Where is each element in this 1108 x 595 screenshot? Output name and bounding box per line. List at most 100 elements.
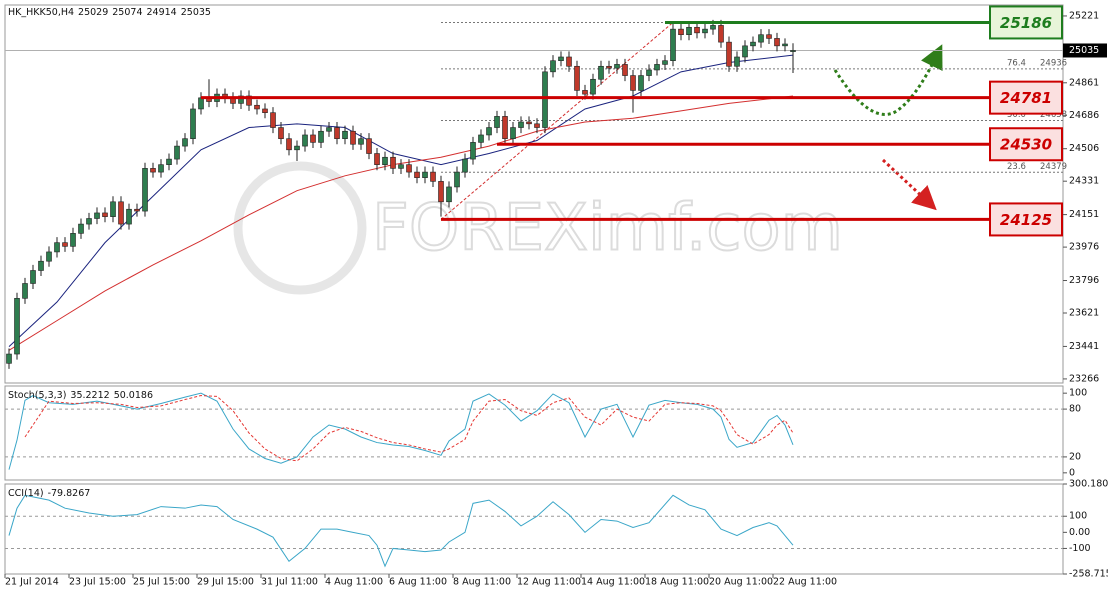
candle-body: [246, 95, 252, 106]
header-value: 25035: [181, 7, 211, 18]
candle-body: [782, 43, 788, 47]
candle-body: [638, 75, 644, 91]
candle-body: [262, 108, 268, 113]
x-tick-label: 14 Aug 11:00: [581, 577, 645, 588]
header-value: 25029: [78, 7, 108, 18]
candle-body: [198, 97, 204, 110]
candle-body: [254, 104, 260, 110]
candle-body: [646, 69, 652, 76]
cci-panel: [4, 483, 1064, 575]
candle-body: [702, 28, 708, 34]
candle-body: [366, 138, 372, 154]
x-tick-label: 18 Aug 11:00: [645, 577, 709, 588]
y-tick-label: 24331: [1069, 176, 1099, 187]
fib-ratio: 50.0: [1007, 110, 1026, 120]
candle-body: [286, 138, 292, 151]
y-tick-label: -258.715: [1069, 569, 1108, 580]
y-tick-label: -100: [1069, 543, 1091, 554]
bullish-arrow: [833, 44, 943, 116]
candle-body: [174, 145, 180, 160]
fib-price: 24936: [1040, 58, 1067, 68]
fib-ratio: 23.6: [1007, 162, 1026, 172]
y-tick-label: 20: [1069, 451, 1081, 462]
candle-body: [406, 164, 412, 173]
candle-body: [6, 353, 12, 364]
y-tick-label: 80: [1069, 404, 1081, 415]
candle-body: [326, 127, 332, 132]
candle-body: [710, 25, 716, 30]
candle-body: [550, 60, 556, 73]
header-value: 50.0186: [114, 390, 153, 401]
candle-body: [750, 41, 756, 47]
candle-body: [462, 158, 468, 173]
y-tick-label: 23621: [1069, 308, 1099, 319]
fib-ratio: 76.4: [1007, 58, 1026, 68]
header-value: HK_HKK50,H4: [8, 7, 74, 18]
candle-body: [526, 121, 532, 125]
x-tick-label: 25 Jul 15:00: [133, 577, 190, 588]
candle-body: [102, 212, 108, 217]
candle-body: [54, 242, 60, 253]
fib-trend: [440, 22, 674, 220]
candle-body: [542, 71, 548, 128]
fib-price: 24379: [1040, 162, 1067, 172]
y-tick-label: 23441: [1069, 341, 1099, 352]
price-tag: [1063, 43, 1107, 58]
candle-body: [614, 64, 620, 69]
y-tick-label: 23796: [1069, 275, 1099, 286]
candle-body: [110, 201, 116, 217]
candle-body: [422, 171, 428, 178]
candle-body: [62, 242, 68, 247]
level-box: [989, 80, 1063, 115]
y-tick-label: 300.1803: [1069, 479, 1108, 490]
candle-body: [686, 26, 692, 36]
candle-body: [182, 138, 188, 147]
y-tick-label: 0.00: [1069, 527, 1090, 538]
x-tick-label: 6 Aug 11:00: [389, 577, 447, 588]
candle-body: [342, 130, 348, 139]
candle-body: [454, 171, 460, 188]
panel-header: CCI(14) -79.8267: [8, 488, 90, 499]
candle-body: [734, 56, 740, 67]
y-tick-label: 100: [1069, 511, 1087, 522]
y-tick-label: 23976: [1069, 242, 1099, 253]
candle-body: [166, 158, 172, 165]
candle-body: [694, 26, 700, 34]
y-tick-label: 24861: [1069, 77, 1099, 88]
header-value: Stoch(5,3,3): [8, 390, 66, 401]
candle-body: [414, 171, 420, 178]
candle-body: [374, 153, 380, 165]
candle-body: [766, 34, 772, 39]
x-tick-label: 12 Aug 11:00: [517, 577, 581, 588]
candle-body: [430, 171, 436, 182]
y-tick-label: 100: [1069, 388, 1087, 399]
candle-body: [446, 186, 452, 203]
x-tick-label: 8 Aug 11:00: [453, 577, 511, 588]
y-tick-label: 24151: [1069, 209, 1099, 220]
x-tick-label: 22 Aug 11:00: [773, 577, 837, 588]
main-panel: [4, 4, 1064, 384]
indicator-line: [8, 494, 794, 568]
level-box: [989, 5, 1063, 40]
x-tick-label: 21 Jul 2014: [5, 577, 59, 588]
header-value: 25074: [112, 7, 142, 18]
level-box: [989, 127, 1063, 162]
candle-body: [30, 270, 36, 284]
header-value: 24914: [147, 7, 177, 18]
watermark-logo: [233, 161, 367, 295]
panel-header: HK_HKK50,H4 25029 25074 24914 25035: [8, 7, 211, 18]
candle-body: [70, 233, 76, 247]
candle-body: [94, 212, 100, 219]
x-tick-label: 31 Jul 11:00: [261, 577, 318, 588]
y-tick-label: 0: [1069, 467, 1075, 478]
candle-body: [22, 283, 28, 299]
candle-body: [270, 112, 276, 128]
candle-body: [134, 208, 140, 212]
candle-body: [190, 108, 196, 139]
stoch-panel: [4, 385, 1064, 481]
level-label: 25186: [1000, 14, 1052, 32]
candle-body: [534, 123, 540, 128]
header-value: 35.2212: [70, 390, 109, 401]
indicator-line: [24, 395, 794, 462]
